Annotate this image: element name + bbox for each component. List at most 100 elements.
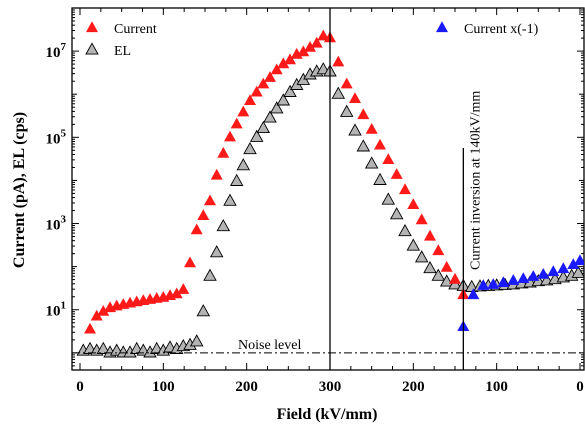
current-marker: [317, 29, 330, 41]
x-axis-title: Field (kV/mm): [277, 406, 378, 423]
legend-marker-el: [85, 42, 99, 55]
x-tick-label: 300: [319, 379, 342, 395]
current-marker: [217, 146, 230, 158]
current-marker: [190, 223, 203, 235]
current-marker: [304, 41, 316, 52]
el-marker: [414, 250, 429, 263]
current-marker: [440, 260, 453, 272]
el-marker: [203, 268, 217, 281]
current-neg-marker: [497, 276, 510, 287]
current-neg-marker: [507, 274, 520, 285]
current-neg-marker: [467, 288, 480, 300]
el-marker: [381, 192, 396, 205]
el-marker: [196, 304, 211, 317]
y-axis-title: Current (pA), EL (cps): [11, 112, 28, 268]
x-tick-label: 100: [152, 379, 175, 395]
current-neg-marker: [477, 279, 490, 290]
current-marker: [237, 105, 250, 117]
current-marker: [204, 194, 216, 206]
current-marker: [210, 168, 223, 180]
el-marker: [373, 172, 387, 185]
el-marker: [283, 84, 297, 97]
current-marker: [415, 213, 428, 225]
el-marker: [431, 268, 446, 281]
current-neg-marker: [574, 254, 584, 266]
el-marker: [398, 223, 412, 237]
current-marker: [349, 92, 361, 103]
current-marker: [449, 272, 461, 284]
el-marker: [229, 173, 244, 186]
el-marker: [339, 104, 354, 117]
y-tick-label: 107: [46, 41, 67, 61]
current-marker: [177, 283, 190, 294]
current-marker: [90, 309, 103, 321]
current-marker: [197, 209, 210, 220]
y-tick-label: 101: [46, 300, 67, 320]
current-marker: [424, 229, 436, 241]
el-marker: [406, 238, 421, 251]
el-marker: [256, 120, 271, 134]
current-marker: [230, 117, 243, 129]
el-marker: [236, 158, 251, 171]
x-tick-label: 100: [485, 379, 508, 395]
current-marker: [264, 71, 276, 82]
tick-labels: 101 103 105 107 0 100 200 300 200 100 0: [46, 41, 584, 395]
current-neg-marker: [527, 270, 540, 281]
el-marker: [243, 141, 257, 155]
current-neg-marker: [547, 265, 560, 277]
el-marker: [423, 260, 437, 274]
y-tick-label: 105: [46, 127, 67, 147]
current-marker: [310, 36, 323, 48]
current-marker: [270, 63, 283, 75]
current-marker: [297, 45, 310, 57]
data-marks: [76, 29, 584, 358]
el-marker: [96, 341, 111, 354]
y-tick-label: 103: [46, 214, 67, 234]
current-marker: [257, 77, 270, 89]
current-marker: [382, 153, 395, 164]
current-marker: [224, 130, 236, 142]
el-marker: [364, 156, 379, 169]
current-marker: [407, 198, 420, 209]
el-marker: [276, 93, 291, 106]
axes-frame: [71, 7, 585, 371]
current-neg-marker: [567, 258, 580, 269]
legend: Current EL Current x(-1): [85, 21, 539, 59]
el-marker: [216, 218, 231, 232]
current-marker: [184, 256, 196, 268]
el-marker: [223, 193, 237, 206]
el-marker: [331, 86, 346, 99]
current-neg-marker: [557, 262, 570, 274]
el-marker: [348, 123, 362, 136]
annotations: Noise level Current inversion at 140kV/mm: [72, 8, 584, 370]
x-tick-label: 0: [576, 379, 584, 395]
legend-label-current-neg: Current x(-1): [464, 22, 539, 37]
el-marker: [389, 207, 404, 220]
current-neg-marker: [487, 278, 500, 289]
current-marker: [357, 108, 370, 120]
current-marker: [84, 322, 96, 334]
el-marker: [209, 245, 224, 258]
current-marker: [340, 77, 353, 89]
plot-frame: [71, 7, 585, 371]
current-marker: [244, 94, 256, 105]
current-marker: [250, 85, 263, 97]
current-marker: [277, 57, 290, 69]
current-neg-marker: [537, 268, 550, 279]
noise-level-label: Noise level: [238, 338, 301, 353]
current-marker: [390, 168, 403, 179]
legend-label-current: Current: [114, 22, 157, 37]
current-marker: [399, 183, 411, 195]
el-marker: [269, 101, 284, 114]
el-marker: [356, 139, 371, 152]
legend-label-el: EL: [114, 44, 131, 59]
current-neg-marker: [517, 272, 530, 283]
el-marker: [571, 265, 584, 278]
current-marker: [332, 55, 345, 67]
el-marker: [249, 129, 264, 142]
current-marker: [170, 287, 183, 299]
legend-marker-current: [86, 21, 98, 33]
current-marker: [374, 138, 386, 150]
x-tick-label: 200: [402, 379, 425, 395]
